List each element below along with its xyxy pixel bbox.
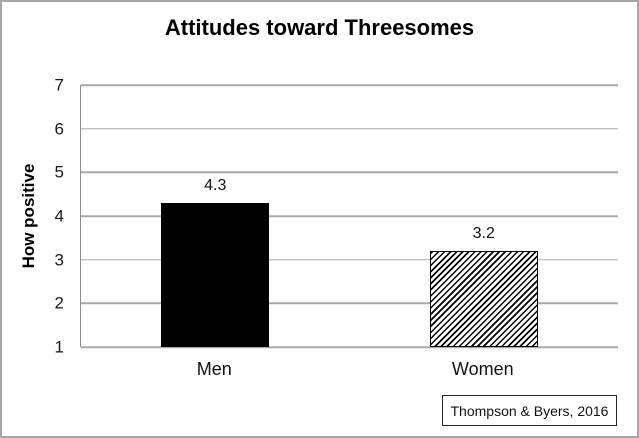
y-tick-label-6: 6 (54, 119, 64, 139)
gridline-2 (81, 302, 618, 305)
y-tick-label-5: 5 (54, 162, 64, 182)
gridline-7 (81, 84, 618, 86)
bar-women (429, 250, 538, 347)
chart-title: Attitudes toward Threesomes (164, 15, 475, 40)
y-tick-label-3: 3 (54, 250, 64, 270)
x-axis-category-labels: Men Women (80, 360, 617, 384)
plot-area: 4.3 3.2 (80, 84, 618, 348)
bar-value-label-women: 3.2 (472, 224, 495, 242)
y-tick-label-1: 1 (54, 337, 64, 357)
bar-men (161, 202, 270, 347)
y-tick-label-2: 2 (54, 293, 64, 313)
x-axis-label-men: Men (196, 359, 232, 379)
source-citation-text: Thompson & Byers, 2016 (450, 402, 609, 419)
gridline-3 (81, 258, 618, 261)
gridline-4 (81, 215, 618, 217)
source-citation-box: Thompson & Byers, 2016 (442, 395, 617, 426)
bar-value-label-men: 4.3 (204, 176, 227, 194)
y-tick-label-7: 7 (54, 75, 64, 95)
gridline-1 (81, 346, 618, 348)
gridline-5 (81, 171, 618, 174)
gridline-6 (81, 127, 618, 130)
y-axis-tick-labels: 7 6 5 4 3 2 1 (2, 77, 72, 356)
x-axis-label-women: Women (451, 359, 514, 379)
y-tick-label-4: 4 (54, 206, 64, 226)
